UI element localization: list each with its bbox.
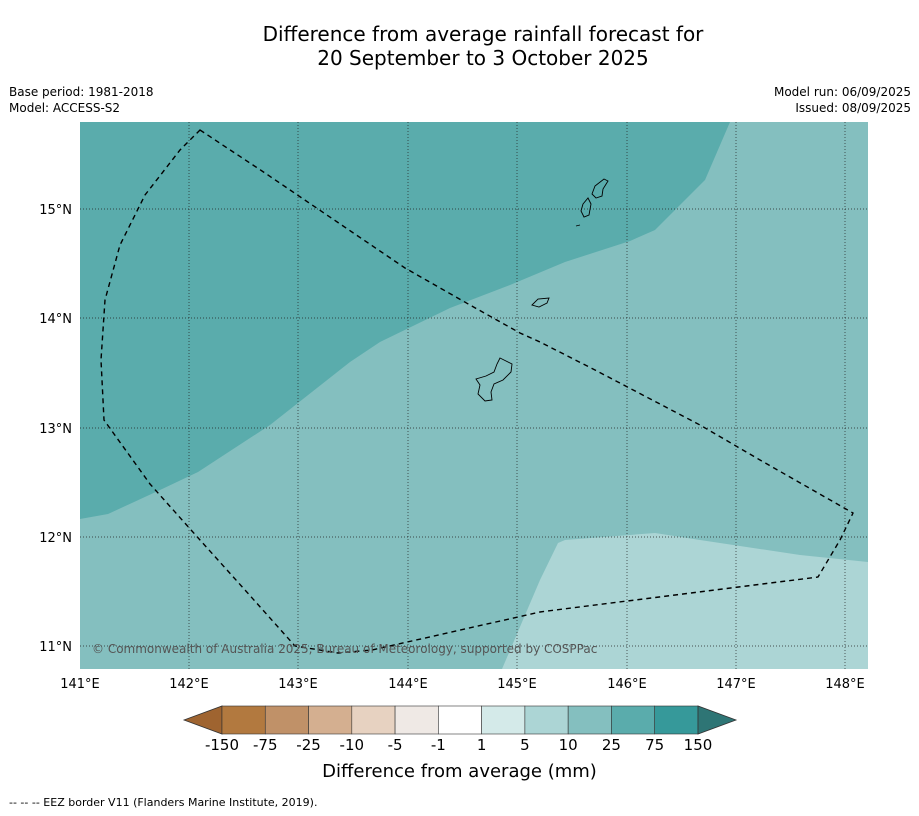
colorbar-tick-label: -1 [430, 736, 446, 754]
colorbar-cell [524, 705, 569, 735]
lon-label: 142°E [169, 677, 209, 692]
colorbar [182, 705, 738, 735]
colorbar-labels: -150 -75 -25 -10 -5 -1 1 5 10 25 75 150 [0, 736, 919, 756]
lat-label: 13°N [39, 422, 72, 437]
colorbar-cell [438, 705, 482, 735]
lon-label: 144°E [388, 677, 428, 692]
x-axis-ticks: 141°E 142°E 143°E 144°E 145°E 146°E 147°… [60, 677, 865, 692]
colorbar-tick-label: 1 [476, 736, 487, 754]
issued-date: Issued: 08/09/2025 [795, 101, 911, 115]
colorbar-tick-label: 75 [645, 736, 665, 754]
copyright-text: © Commonwealth of Australia 2025, Bureau… [92, 642, 597, 656]
colorbar-tick-label: -75 [253, 736, 278, 754]
lat-label: 11°N [39, 640, 72, 655]
colorbar-tick-label: 25 [601, 736, 621, 754]
colorbar-low-arrow [182, 705, 223, 735]
colorbar-cell [611, 705, 655, 735]
y-axis-ticks: 15°N 14°N 13°N 12°N 11°N [39, 203, 72, 655]
colorbar-cell [481, 705, 526, 735]
lat-label: 15°N [39, 203, 72, 218]
colorbar-cell [351, 705, 396, 735]
colorbar-tick-label: -10 [339, 736, 365, 754]
zone-10-25 [80, 122, 868, 669]
gridlines [80, 122, 868, 669]
tinian-island [580, 197, 592, 218]
model-name: Model: ACCESS-S2 [9, 101, 121, 115]
islands [475, 178, 609, 402]
guam-island [475, 357, 513, 402]
lon-label: 145°E [497, 677, 537, 692]
colorbar-tick-label: -5 [387, 736, 403, 754]
colorbar-tick-label: 10 [558, 736, 578, 754]
title-line-1: Difference from average rainfall forecas… [262, 22, 704, 46]
lat-label: 12°N [39, 531, 72, 546]
colorbar-tick-label: -25 [296, 736, 321, 754]
lon-label: 148°E [825, 677, 865, 692]
lon-label: 146°E [607, 677, 647, 692]
colorbar-cell [567, 705, 612, 735]
meta-right: Model run: 06/09/2025 Issued: 08/09/2025 [774, 84, 911, 116]
map-panel: © Commonwealth of Australia 2025, Bureau… [80, 122, 868, 669]
colorbar-cell [264, 705, 309, 735]
rota-island [531, 297, 550, 308]
colorbar-cell [654, 705, 699, 735]
colorbar-high-arrow [697, 705, 738, 735]
lon-label: 143°E [278, 677, 318, 692]
zone-5-10 [502, 533, 868, 669]
title-line-2: 20 September to 3 October 2025 [317, 46, 649, 70]
colorbar-cell [394, 705, 439, 735]
meta-left: Base period: 1981-2018 Model: ACCESS-S2 [9, 84, 154, 116]
eez-border [100, 129, 854, 654]
colorbar-tick-label: -150 [204, 736, 240, 754]
colorbar-tick-label: 150 [683, 736, 713, 754]
saipan-island [591, 178, 609, 199]
lon-label: 147°E [716, 677, 756, 692]
eez-footnote: -- -- -- EEZ border V11 (Flanders Marine… [9, 796, 318, 809]
lon-label: 141°E [60, 677, 100, 692]
colorbar-title: Difference from average (mm) [322, 761, 597, 782]
lat-label: 14°N [39, 312, 72, 327]
colorbar-cell [308, 705, 353, 735]
colorbar-cell [221, 705, 266, 735]
colorbar-tick-label: 5 [520, 736, 530, 754]
map-title: Difference from average rainfall forecas… [0, 22, 919, 70]
model-run: Model run: 06/09/2025 [773, 85, 911, 99]
aguijan-island [575, 224, 581, 227]
base-period: Base period: 1981-2018 [9, 85, 154, 99]
